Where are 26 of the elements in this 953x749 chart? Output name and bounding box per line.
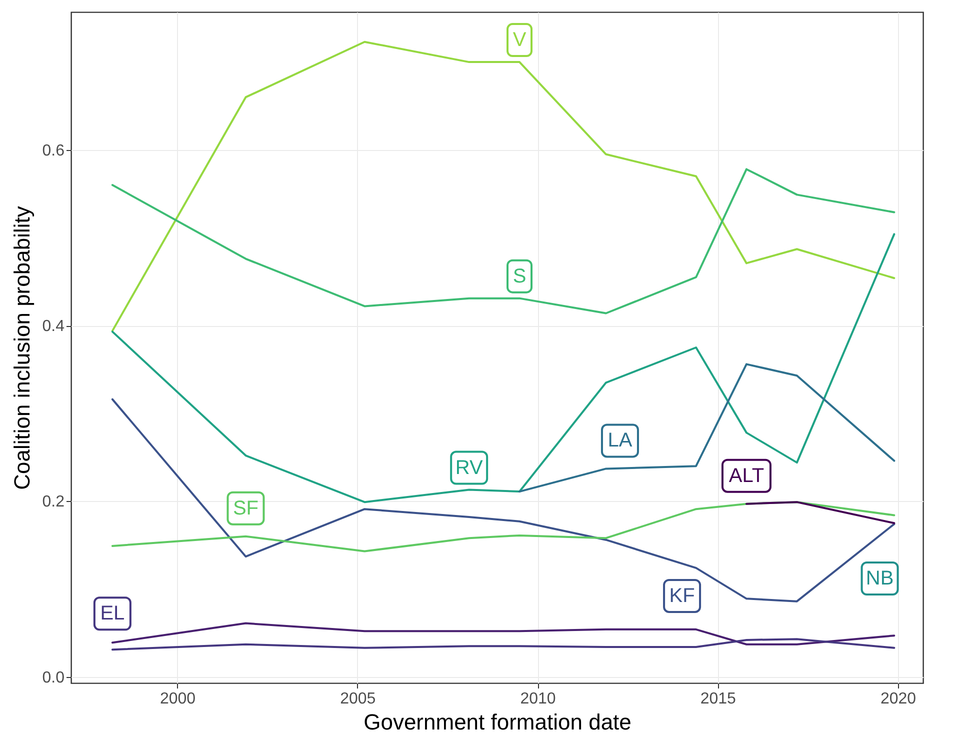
y-tick-label: 0.0	[42, 669, 65, 686]
series-label: S	[512, 265, 526, 288]
x-axis-title: Government formation date	[364, 710, 632, 734]
line-series	[111, 168, 896, 314]
line-series	[111, 398, 896, 602]
series-label: KF	[669, 584, 695, 607]
y-tick-label: 0.2	[42, 494, 65, 511]
y-tick-label: 0.4	[42, 318, 65, 336]
x-tick-label: 2015	[700, 690, 736, 708]
series-label: V	[512, 29, 527, 52]
series-label: EL	[100, 602, 125, 625]
line-series	[111, 638, 896, 651]
x-tick-label: 2005	[340, 690, 376, 708]
annotation: NB	[866, 567, 894, 590]
series-label: ALT	[728, 464, 764, 487]
y-tick-label: 0.6	[42, 142, 65, 160]
series-label: LA	[608, 430, 633, 452]
x-tick-label: 2010	[520, 690, 556, 708]
line-series	[111, 622, 896, 646]
line-series	[111, 501, 896, 552]
series-label: SF	[232, 497, 259, 520]
x-tick-label: 2020	[880, 690, 916, 708]
series-label: RV	[455, 456, 484, 479]
line-series	[518, 363, 896, 493]
y-axis-title: Coalition inclusion probability	[9, 206, 34, 490]
x-tick-label: 2000	[160, 690, 196, 708]
